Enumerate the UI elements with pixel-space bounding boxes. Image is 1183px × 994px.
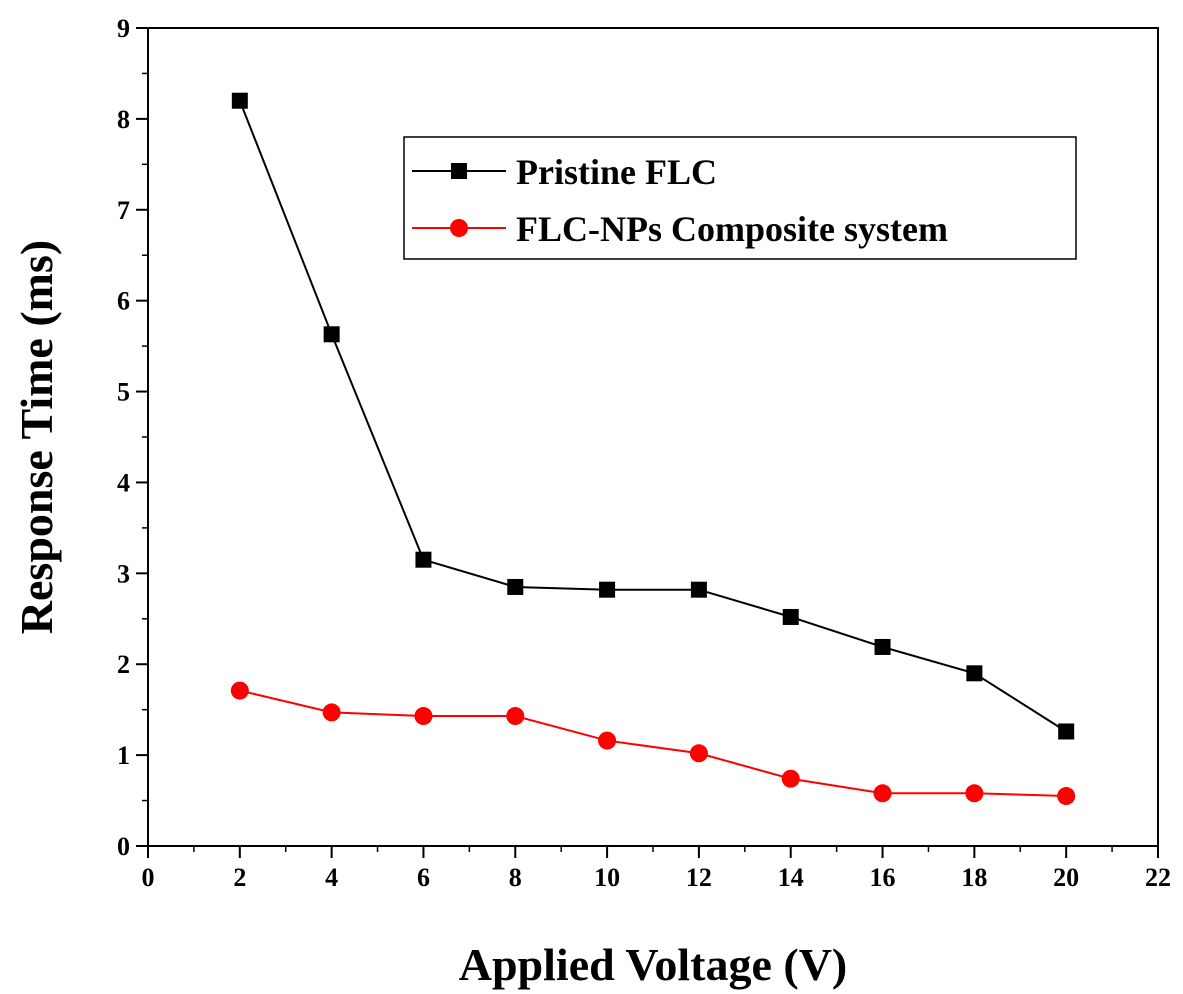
legend-marker — [450, 219, 468, 237]
x-axis-ticks: 0 2 4 6 8 10 12 14 16 18 20 22 — [142, 846, 1171, 892]
legend-entry: FLC-NPs Composite system — [412, 209, 948, 249]
y-tick-label: 5 — [117, 378, 130, 407]
data-point — [781, 769, 800, 788]
data-point — [1058, 723, 1075, 740]
y-tick-label: 7 — [117, 196, 130, 225]
data-point — [506, 707, 525, 726]
y-tick-label: 6 — [117, 287, 130, 316]
y-tick-label: 9 — [117, 14, 130, 43]
series-line — [238, 100, 1067, 733]
data-point — [598, 731, 617, 750]
x-tick-label: 8 — [509, 863, 522, 892]
data-point — [231, 92, 248, 109]
legend-marker — [451, 163, 467, 179]
legend-entry: Pristine FLC — [412, 152, 717, 192]
data-point — [322, 703, 341, 722]
y-tick-label: 0 — [117, 832, 130, 861]
series-layer — [230, 92, 1076, 806]
series-0 — [231, 92, 1075, 740]
legend-label: FLC-NPs Composite system — [516, 209, 948, 249]
data-point — [782, 608, 799, 625]
legend: Pristine FLC FLC-NPs Composite system — [403, 136, 1077, 260]
y-tick-label: 4 — [117, 468, 130, 497]
data-point — [230, 681, 249, 700]
x-tick-label: 22 — [1145, 863, 1171, 892]
y-tick-label: 2 — [117, 650, 130, 679]
data-point — [689, 744, 708, 763]
x-tick-label: 12 — [686, 863, 712, 892]
legend-box — [403, 136, 1077, 260]
y-axis-ticks: 0 1 2 3 4 5 6 7 8 9 — [117, 14, 148, 861]
x-tick-label: 0 — [142, 863, 155, 892]
data-point — [873, 784, 892, 803]
data-point — [690, 581, 707, 598]
legend-entries: Pristine FLC FLC-NPs Composite system — [412, 152, 948, 249]
x-tick-label: 16 — [870, 863, 896, 892]
data-point — [599, 581, 616, 598]
x-tick-label: 14 — [778, 863, 804, 892]
x-tick-label: 4 — [325, 863, 338, 892]
legend-label: Pristine FLC — [516, 152, 717, 192]
x-tick-label: 6 — [417, 863, 430, 892]
y-tick-label: 8 — [117, 105, 130, 134]
x-tick-label: 20 — [1053, 863, 1079, 892]
data-point — [965, 784, 984, 803]
series-line — [239, 689, 1067, 798]
y-axis-title: Response Time (ms) — [11, 240, 62, 634]
x-tick-label: 2 — [233, 863, 246, 892]
data-point — [874, 638, 891, 655]
x-tick-label: 18 — [961, 863, 987, 892]
data-point — [414, 707, 433, 726]
x-axis-title: Applied Voltage (V) — [459, 939, 847, 990]
x-tick-label: 10 — [594, 863, 620, 892]
series-1 — [230, 681, 1076, 806]
data-point — [966, 665, 983, 682]
data-point — [1057, 787, 1076, 806]
data-point — [323, 326, 340, 343]
y-tick-label: 3 — [117, 559, 130, 588]
data-point — [415, 551, 432, 568]
data-point — [507, 578, 524, 595]
y-tick-label: 1 — [117, 741, 130, 770]
